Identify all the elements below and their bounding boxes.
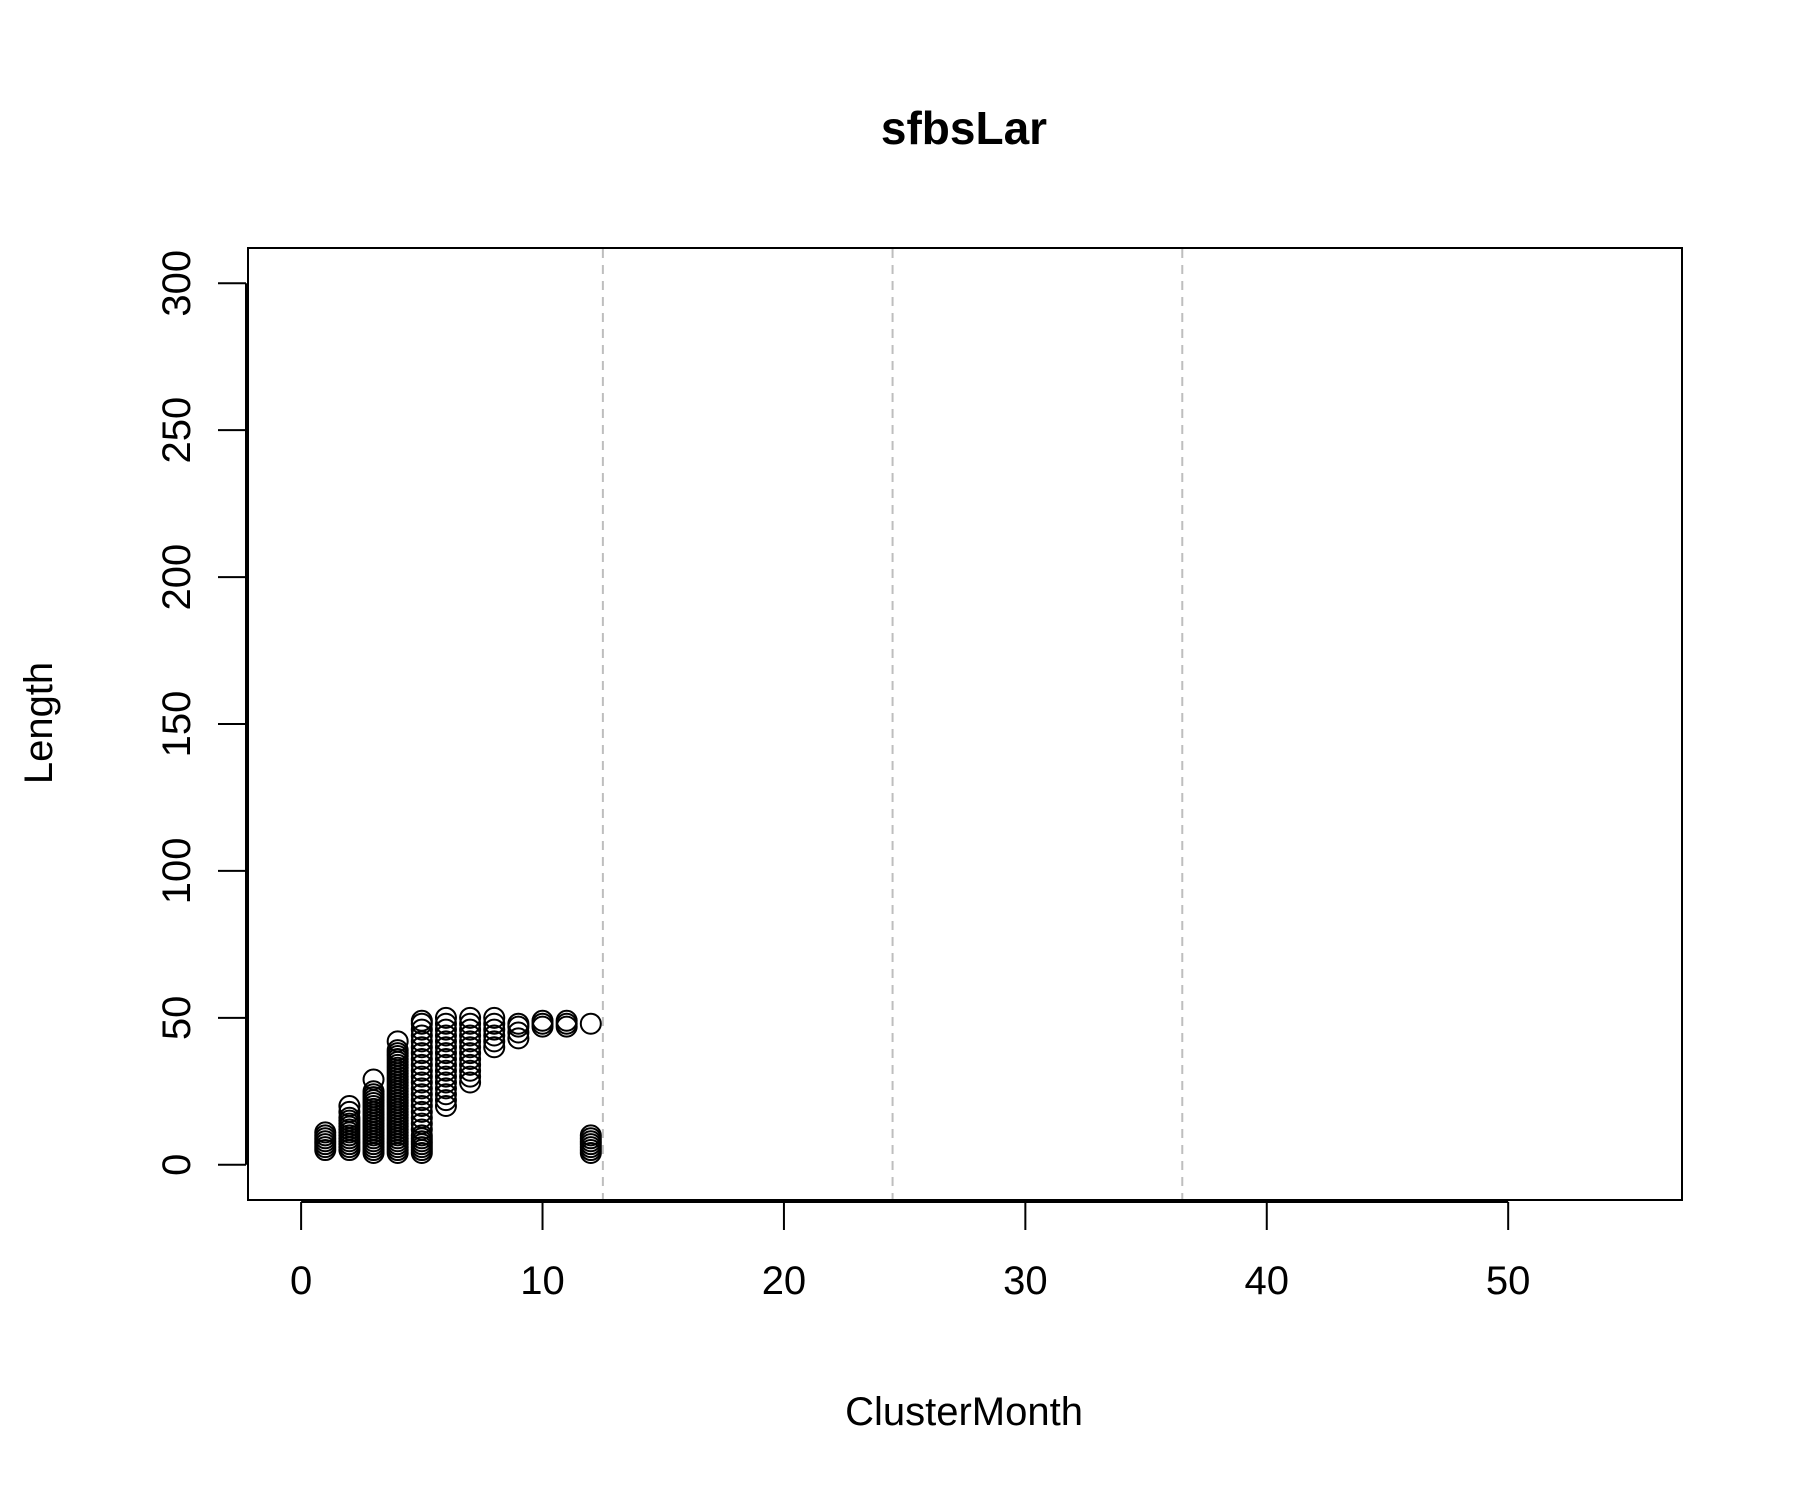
- data-point: [362, 1080, 385, 1103]
- data-point: [410, 1094, 433, 1117]
- data-point: [483, 1012, 506, 1035]
- data-point: [483, 1036, 506, 1059]
- data-point: [338, 1094, 361, 1117]
- x-tick-label-40: 40: [1245, 1259, 1290, 1303]
- data-point: [434, 1053, 457, 1076]
- data-point: [410, 1089, 433, 1112]
- data-point: [434, 1071, 457, 1094]
- data-point: [410, 1071, 433, 1094]
- data-point: [410, 1112, 433, 1135]
- data-point: [410, 1065, 433, 1088]
- data-point: [386, 1030, 409, 1053]
- data-point: [434, 1083, 457, 1106]
- data-point: [459, 1071, 482, 1094]
- data-point: [459, 1059, 482, 1082]
- data-point: [410, 1106, 433, 1129]
- x-axis: 0 10 20 30 40 50: [290, 1201, 1531, 1303]
- data-point: [483, 1024, 506, 1047]
- y-tick-label-100: 100: [155, 838, 199, 905]
- y-tick-label-0: 0: [155, 1154, 199, 1176]
- data-point: [434, 1089, 457, 1112]
- data-point: [434, 1024, 457, 1047]
- data-point: [434, 1018, 457, 1041]
- data-point: [314, 1121, 337, 1144]
- data-point: [410, 1077, 433, 1100]
- data-point: [434, 1065, 457, 1088]
- x-tick-label-30: 30: [1003, 1259, 1048, 1303]
- data-point: [338, 1100, 361, 1123]
- data-point: [459, 1036, 482, 1059]
- data-point: [507, 1021, 530, 1044]
- data-point: [459, 1024, 482, 1047]
- data-point: [338, 1106, 361, 1129]
- data-point: [410, 1042, 433, 1065]
- data-point: [410, 1118, 433, 1141]
- data-point: [410, 1036, 433, 1059]
- data-point: [410, 1018, 433, 1041]
- data-point: [459, 1065, 482, 1088]
- data-point: [434, 1030, 457, 1053]
- data-point: [483, 1018, 506, 1041]
- data-point: [386, 1039, 409, 1062]
- x-tick-label-10: 10: [520, 1259, 565, 1303]
- plot-frame: [247, 247, 1683, 1201]
- y-axis: 0 50 100 150 200 250 300: [155, 250, 247, 1176]
- x-tick-label-20: 20: [762, 1259, 807, 1303]
- data-point: [459, 1030, 482, 1053]
- data-point: [507, 1012, 530, 1035]
- data-point: [410, 1009, 433, 1032]
- data-point: [459, 1006, 482, 1029]
- data-point: [434, 1012, 457, 1035]
- y-tick-label-300: 300: [155, 250, 199, 317]
- y-axis-label: Length: [17, 662, 61, 784]
- data-point: [434, 1047, 457, 1070]
- x-tick-label-50: 50: [1486, 1259, 1531, 1303]
- chart-title: sfbsLar: [881, 102, 1047, 154]
- data-point: [483, 1030, 506, 1053]
- data-point: [362, 1068, 385, 1091]
- data-point: [410, 1100, 433, 1123]
- data-point: [434, 1077, 457, 1100]
- data-point: [410, 1083, 433, 1106]
- y-tick-label-50: 50: [155, 996, 199, 1041]
- y-tick-label-200: 200: [155, 544, 199, 611]
- data-point: [459, 1018, 482, 1041]
- data-point: [507, 1027, 530, 1050]
- data-point: [434, 1006, 457, 1029]
- data-point: [434, 1094, 457, 1117]
- y-tick-label-150: 150: [155, 691, 199, 758]
- data-point: [410, 1024, 433, 1047]
- data-point: [410, 1124, 433, 1147]
- data-point: [579, 1012, 602, 1035]
- data-point: [410, 1053, 433, 1076]
- x-tick-label-0: 0: [290, 1259, 312, 1303]
- data-point: [434, 1059, 457, 1082]
- data-points: [314, 1006, 602, 1164]
- data-point: [531, 1009, 554, 1032]
- data-point: [579, 1124, 602, 1147]
- data-point: [483, 1006, 506, 1029]
- x-axis-label: ClusterMonth: [845, 1390, 1083, 1434]
- data-point: [434, 1042, 457, 1065]
- data-point: [459, 1047, 482, 1070]
- data-point: [410, 1059, 433, 1082]
- data-point: [459, 1042, 482, 1065]
- data-point: [555, 1009, 578, 1032]
- data-point: [459, 1053, 482, 1076]
- y-tick-label-250: 250: [155, 397, 199, 464]
- data-point: [434, 1036, 457, 1059]
- reference-lines: [601, 249, 1184, 1199]
- data-point: [410, 1047, 433, 1070]
- data-point: [459, 1012, 482, 1035]
